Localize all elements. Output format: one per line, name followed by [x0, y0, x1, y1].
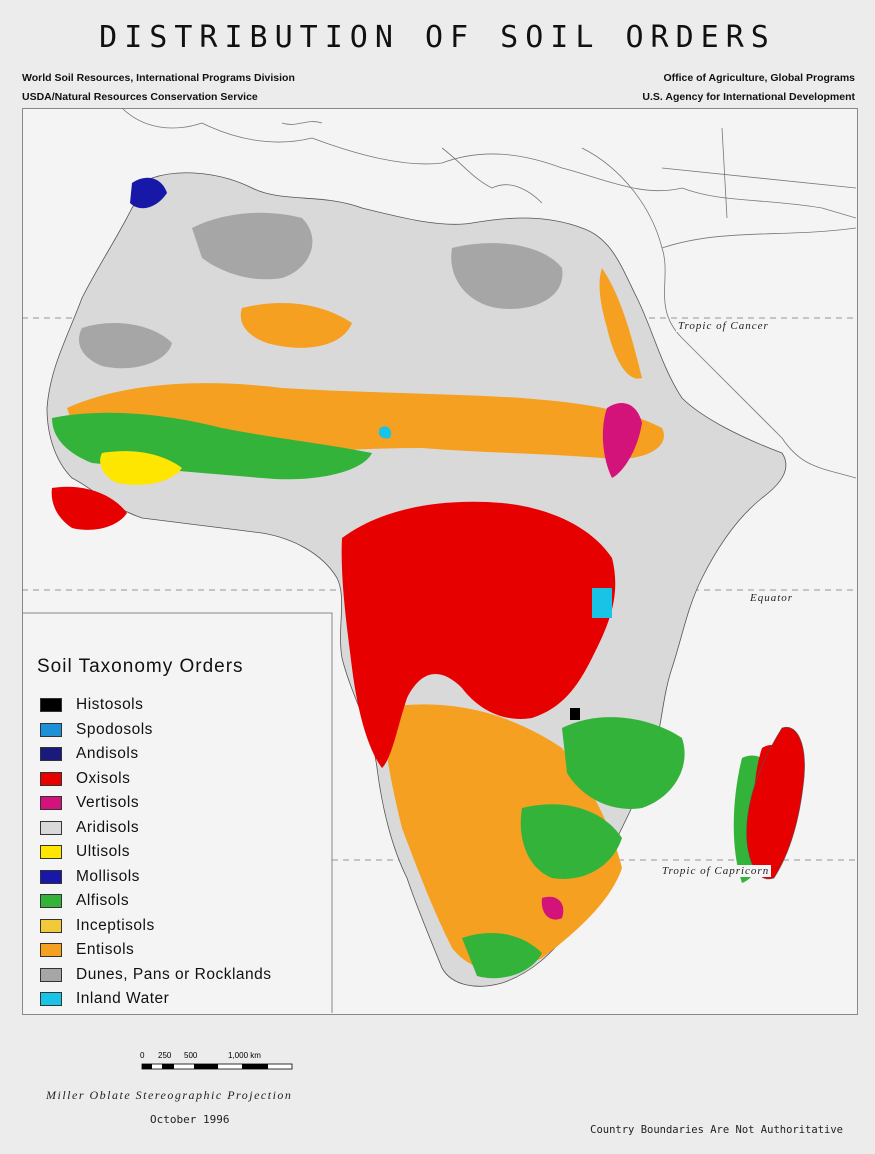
scale-segment — [194, 1064, 218, 1069]
legend-swatch — [40, 698, 62, 713]
legend-label: Aridisols — [76, 818, 140, 836]
legend-swatch — [40, 918, 62, 933]
vertisols-regions — [541, 403, 642, 920]
mollisols-regions — [130, 177, 167, 209]
legend-swatch — [40, 992, 62, 1007]
legend-title: Soil Taxonomy Orders — [37, 656, 244, 677]
legend-label: Histosols — [76, 696, 144, 714]
credits-left: World Soil Resources, International Prog… — [22, 69, 295, 107]
scale-segment — [142, 1064, 152, 1069]
scale-tick-label: 250 — [158, 1051, 172, 1060]
legend-swatch — [40, 796, 62, 811]
legend-swatch — [40, 894, 62, 909]
background-coastlines — [121, 108, 856, 479]
scale-bar: 0 250 500 1,000 km — [140, 1051, 293, 1070]
scale-tick-label: 1,000 km — [228, 1051, 261, 1060]
credit-line: World Soil Resources, International Prog… — [22, 72, 295, 84]
legend: Histosols Spodosols Andisols Oxisols Ver… — [40, 693, 272, 1012]
legend-swatch — [40, 869, 62, 884]
credit-line: USDA/Natural Resources Conservation Serv… — [22, 91, 258, 103]
credit-line: U.S. Agency for International Developmen… — [642, 91, 855, 103]
legend-swatch — [40, 747, 62, 762]
scale-tick-label: 0 — [140, 1051, 145, 1060]
legend-item: Mollisols — [40, 865, 272, 890]
scale-segment — [242, 1064, 268, 1069]
legend-label: Oxisols — [76, 769, 131, 787]
credits-right: Office of Agriculture, Global Programs U… — [642, 69, 855, 107]
legend-item: Andisols — [40, 742, 272, 767]
tropic-of-cancer-label: Tropic of Cancer — [676, 320, 771, 332]
tropic-of-capricorn-label: Tropic of Capricorn — [660, 865, 772, 877]
legend-label: Alfisols — [76, 892, 130, 910]
madagascar — [746, 726, 805, 880]
legend-label: Mollisols — [76, 867, 140, 885]
legend-swatch — [40, 943, 62, 958]
histosols-region — [570, 708, 580, 720]
legend-label: Inceptisols — [76, 916, 155, 934]
africa-soil-map — [22, 108, 856, 1013]
legend-item: Aridisols — [40, 816, 272, 841]
date-note: October 1996 — [150, 1113, 230, 1126]
legend-swatch — [40, 967, 62, 982]
legend-swatch — [40, 820, 62, 835]
legend-item: Vertisols — [40, 791, 272, 816]
legend-item: Inceptisols — [40, 914, 272, 939]
legend-panel-border — [22, 612, 333, 1013]
scale-segment — [162, 1064, 174, 1069]
legend-label: Dunes, Pans or Rocklands — [76, 965, 272, 983]
latitude-lines — [22, 317, 856, 861]
projection-note: Miller Oblate Stereographic Projection — [46, 1088, 293, 1102]
legend-item: Spodosols — [40, 718, 272, 743]
legend-label: Inland Water — [76, 990, 170, 1008]
legend-swatch — [40, 845, 62, 860]
legend-item: Ultisols — [40, 840, 272, 865]
inland-water — [378, 426, 612, 618]
legend-label: Andisols — [76, 745, 139, 763]
legend-item: Oxisols — [40, 767, 272, 792]
legend-item: Inland Water — [40, 987, 272, 1012]
scale-tick-label: 500 — [184, 1051, 198, 1060]
credit-line: Office of Agriculture, Global Programs — [663, 72, 855, 84]
legend-item: Dunes, Pans or Rocklands — [40, 963, 272, 988]
legend-item: Histosols — [40, 693, 272, 718]
equator-label: Equator — [748, 592, 796, 604]
legend-label: Entisols — [76, 941, 135, 959]
legend-item: Entisols — [40, 938, 272, 963]
legend-label: Spodosols — [76, 720, 153, 738]
legend-label: Ultisols — [76, 843, 130, 861]
legend-swatch — [40, 771, 62, 786]
legend-item: Alfisols — [40, 889, 272, 914]
map-title: DISTRIBUTION OF SOIL ORDERS — [99, 20, 776, 55]
legend-label: Vertisols — [76, 794, 140, 812]
boundary-disclaimer: Country Boundaries Are Not Authoritative — [590, 1124, 843, 1136]
legend-swatch — [40, 722, 62, 737]
